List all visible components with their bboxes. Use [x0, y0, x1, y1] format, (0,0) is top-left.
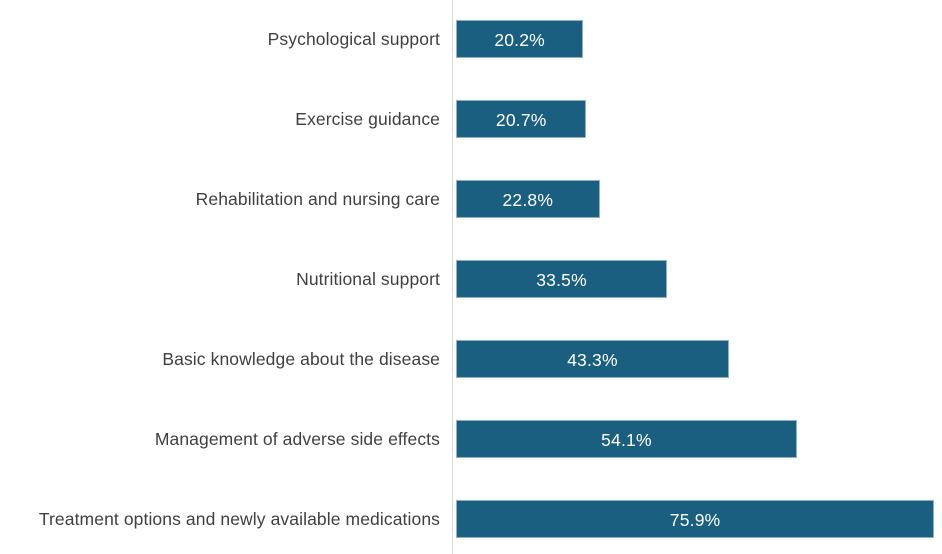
bar[interactable]: 20.7%	[456, 100, 587, 138]
category-label: Psychological support	[267, 29, 440, 49]
bar-value-label: 20.7%	[495, 110, 547, 130]
bar[interactable]: 43.3%	[456, 340, 729, 378]
bar-value-label: 22.8%	[502, 190, 554, 210]
category-label: Exercise guidance	[295, 109, 440, 129]
bar-value-label: 54.1%	[601, 430, 652, 450]
bar-value-label: 75.9%	[669, 510, 721, 530]
bar-row: Rehabilitation and nursing care 22.8%	[0, 180, 942, 218]
bar[interactable]: 54.1%	[456, 420, 797, 458]
bar-value-label: 33.5%	[536, 270, 587, 290]
category-label: Basic knowledge about the disease	[162, 349, 440, 369]
category-label: Rehabilitation and nursing care	[195, 189, 440, 209]
bar[interactable]: 20.2%	[456, 20, 584, 58]
category-label: Management of adverse side effects	[154, 429, 440, 449]
bar-row: Nutritional support 33.5%	[0, 260, 942, 298]
bar[interactable]: 33.5%	[456, 260, 668, 298]
bar[interactable]: 22.8%	[456, 180, 600, 218]
bar-row: Treatment options and newly available me…	[0, 500, 942, 538]
category-label: Nutritional support	[296, 269, 440, 289]
bar[interactable]: 75.9%	[456, 500, 935, 538]
category-label: Treatment options and newly available me…	[38, 509, 440, 529]
category-axis-line	[452, 0, 453, 554]
bar-row: Psychological support 20.2%	[0, 20, 942, 58]
bar-value-label: 20.2%	[494, 30, 545, 50]
bar-row: Management of adverse side effects 54.1%	[0, 420, 942, 458]
bar-row: Basic knowledge about the disease 43.3%	[0, 340, 942, 378]
bar-row: Exercise guidance 20.7%	[0, 100, 942, 138]
bar-value-label: 43.3%	[567, 350, 618, 370]
